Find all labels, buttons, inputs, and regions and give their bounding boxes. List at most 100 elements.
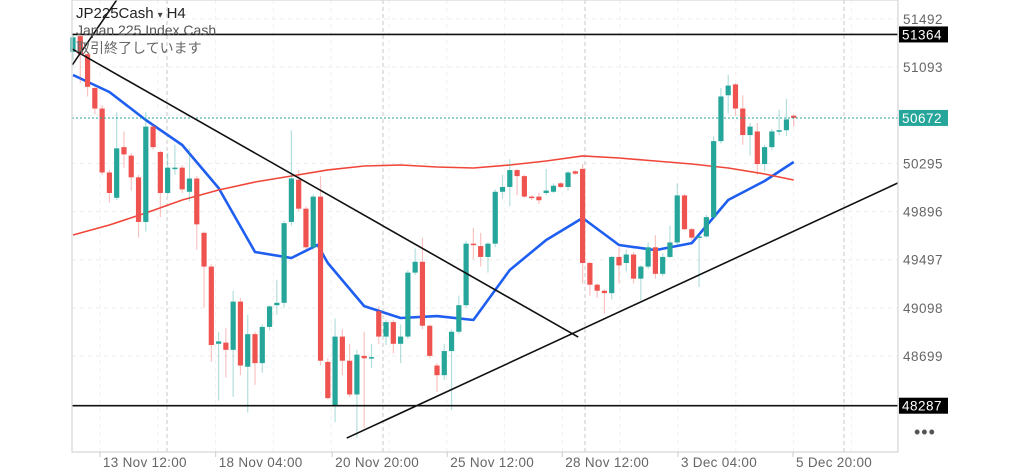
candle-down bbox=[135, 177, 142, 222]
time-tick-label: 18 Nov 04:00 bbox=[219, 455, 303, 470]
candle-down bbox=[732, 84, 739, 109]
candle-down bbox=[689, 229, 695, 238]
candle-up bbox=[456, 305, 462, 332]
candle-up bbox=[747, 126, 753, 136]
candle-up bbox=[398, 336, 404, 344]
last-price-label: 50672 bbox=[902, 111, 942, 126]
candle-up bbox=[114, 148, 120, 198]
candle-down bbox=[84, 54, 91, 87]
candle-up bbox=[143, 126, 149, 222]
trendline bbox=[346, 182, 898, 439]
symbol-name[interactable]: JP225Cash bbox=[76, 5, 154, 22]
candle-up bbox=[368, 357, 375, 359]
candle-down bbox=[594, 284, 600, 291]
candle-down bbox=[303, 208, 309, 248]
candle-down bbox=[580, 168, 586, 263]
candle-up bbox=[762, 147, 768, 165]
candle-up bbox=[332, 336, 338, 406]
candle-up bbox=[638, 266, 644, 279]
candle-up bbox=[492, 191, 498, 244]
candle-down bbox=[376, 311, 382, 337]
candle-down bbox=[201, 232, 207, 267]
candle-down bbox=[317, 196, 324, 361]
candle-up bbox=[172, 167, 178, 170]
candle-down bbox=[99, 108, 105, 173]
candle-down bbox=[740, 108, 746, 136]
price-tick-label: 51093 bbox=[903, 60, 943, 75]
candle-down bbox=[77, 36, 83, 55]
candle-down bbox=[630, 254, 637, 279]
price-axis[interactable]: 51492 51093 50295 49896 49497 49098 48699 51364… bbox=[899, 12, 948, 414]
plot-frame bbox=[71, 0, 899, 453]
candle-down bbox=[419, 261, 426, 326]
candle-down bbox=[572, 171, 578, 174]
candle-up bbox=[703, 217, 709, 237]
candle-up bbox=[165, 167, 171, 193]
candle-down bbox=[106, 172, 112, 193]
candle-down bbox=[121, 147, 127, 155]
more-options-button[interactable]: ••• bbox=[914, 422, 936, 442]
candle-down bbox=[601, 290, 608, 294]
time-axis[interactable]: 13 Nov 12:00 18 Nov 04:00 20 Nov 20:00 25 N… bbox=[99, 452, 872, 470]
candle-down bbox=[296, 179, 302, 209]
symbol-header[interactable]: JP225Cash ▾ H4 bbox=[76, 5, 186, 22]
candle-up bbox=[645, 247, 651, 267]
level-price-label: 51364 bbox=[902, 27, 942, 42]
time-tick-label: 3 Dec 04:00 bbox=[681, 455, 757, 470]
price-tick-label: 50295 bbox=[903, 156, 943, 171]
candle-down bbox=[223, 342, 229, 350]
candle-up bbox=[405, 272, 411, 337]
time-tick-label: 13 Nov 12:00 bbox=[103, 455, 187, 470]
candle-down bbox=[427, 325, 433, 356]
candle-up bbox=[281, 223, 287, 303]
candle-up bbox=[623, 254, 629, 263]
candle-down bbox=[558, 183, 564, 187]
candle-down bbox=[390, 322, 396, 344]
candle-up bbox=[543, 190, 549, 193]
candle-up bbox=[463, 243, 469, 306]
candle-up bbox=[448, 331, 455, 352]
candle-down bbox=[237, 301, 244, 366]
candle-down bbox=[514, 170, 520, 177]
timeframe[interactable]: H4 bbox=[166, 5, 186, 22]
level-price-label-box bbox=[899, 397, 948, 414]
candle-up bbox=[288, 178, 294, 222]
candle-down bbox=[347, 360, 353, 395]
candle-up bbox=[711, 141, 717, 218]
candle-up bbox=[186, 178, 193, 192]
candle-down bbox=[470, 243, 476, 246]
candle-up bbox=[696, 236, 702, 238]
candle-up bbox=[441, 351, 447, 376]
candle-up bbox=[70, 37, 76, 52]
candle-up bbox=[266, 306, 273, 327]
time-tick-label: 20 Nov 20:00 bbox=[335, 455, 419, 470]
candle-down bbox=[791, 115, 797, 118]
candle-up bbox=[383, 322, 389, 337]
time-tick-label: 28 Nov 12:00 bbox=[565, 455, 649, 470]
level-price-label: 48287 bbox=[902, 399, 942, 414]
price-tick-label: 51492 bbox=[903, 12, 943, 27]
candle-up bbox=[609, 256, 615, 294]
candle-up bbox=[412, 261, 418, 273]
candle-up bbox=[310, 196, 316, 248]
candles bbox=[70, 32, 797, 438]
candle-up bbox=[274, 302, 280, 306]
candle-up bbox=[660, 256, 666, 274]
candle-down bbox=[652, 247, 658, 274]
candle-down bbox=[179, 167, 185, 190]
symbol-dropdown-icon[interactable]: ▾ bbox=[157, 10, 163, 21]
candle-up bbox=[259, 326, 265, 364]
candle-down bbox=[434, 365, 440, 376]
candle-down bbox=[157, 151, 163, 193]
candle-up bbox=[216, 341, 222, 344]
candle-up bbox=[667, 242, 673, 257]
grid bbox=[72, 0, 898, 452]
trendline bbox=[72, 48, 579, 338]
time-tick-label: 25 Nov 12:00 bbox=[450, 455, 534, 470]
candle-down bbox=[252, 334, 258, 364]
candle-up bbox=[550, 185, 557, 192]
candle-down bbox=[681, 195, 688, 230]
candle-up bbox=[499, 186, 506, 192]
candle-up bbox=[674, 195, 680, 243]
